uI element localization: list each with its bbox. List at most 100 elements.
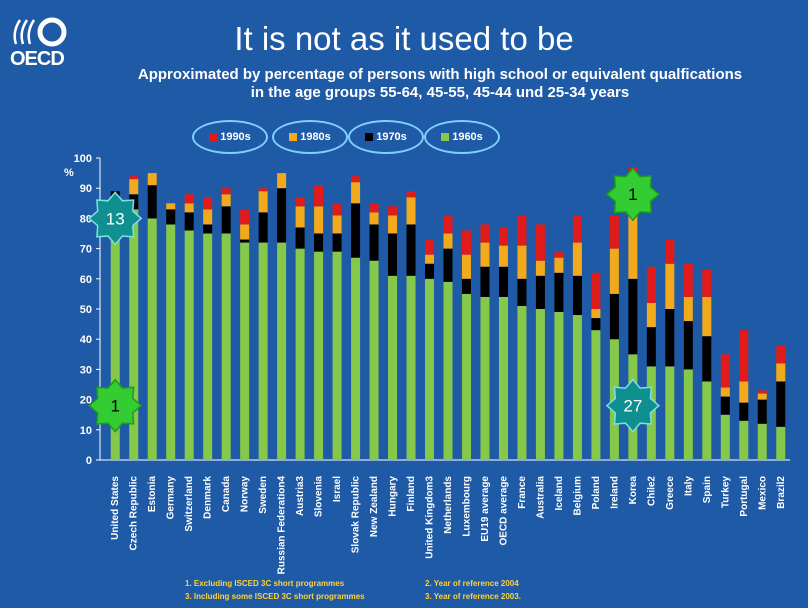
bar-1970s	[184, 212, 194, 231]
annotation-label: 27	[623, 397, 642, 416]
bar-1970s	[757, 399, 767, 424]
bar-1970s	[776, 381, 786, 427]
x-tick-label: Denmark	[203, 476, 214, 519]
bar-1980s	[739, 381, 749, 403]
x-tick-label: Ireland	[609, 476, 620, 509]
bar-1970s	[295, 227, 305, 249]
bar-1970s	[203, 224, 213, 234]
bar-1990s	[665, 239, 675, 264]
legend-label-1990s: 1990s	[220, 131, 251, 143]
x-tick-label: Netherlands	[443, 476, 454, 534]
legend-item-1970s: 1970s	[348, 120, 424, 154]
y-tick-label: 60	[80, 274, 92, 286]
bar-1990s	[406, 191, 416, 198]
bar-1990s	[554, 251, 564, 258]
bar-1980s	[535, 260, 545, 276]
bar-1960s	[314, 251, 324, 460]
bar-1960s	[221, 233, 231, 460]
bar-1990s	[646, 266, 656, 303]
bar-1960s	[277, 242, 287, 460]
x-tick-label: EU19 average	[480, 476, 491, 542]
bar-1970s	[406, 224, 416, 276]
bar-1980s	[332, 215, 342, 234]
bar-1990s	[351, 176, 361, 183]
legend-label-1970s: 1970s	[376, 131, 407, 143]
footnote-3: 3. Including some ISCED 3C short program…	[185, 592, 365, 601]
legend-label-1980s: 1980s	[300, 131, 331, 143]
bar-1960s	[498, 296, 508, 460]
annotation-label: 1	[111, 397, 120, 416]
x-tick-label: France	[517, 476, 528, 509]
bar-1960s	[425, 278, 435, 460]
bar-1960s	[129, 209, 139, 460]
bar-1980s	[203, 209, 213, 225]
x-tick-label: Austria3	[295, 476, 306, 516]
bar-1980s	[166, 203, 176, 210]
x-tick-label: New Zealand	[369, 476, 380, 537]
y-tick-label: 10	[80, 425, 92, 437]
bar-1960s	[535, 309, 545, 460]
bar-1990s	[609, 215, 619, 249]
bar-1970s	[351, 203, 361, 258]
bar-1960s	[203, 233, 213, 460]
bar-1960s	[683, 369, 693, 460]
bar-1960s	[665, 366, 675, 460]
bar-1990s	[480, 224, 490, 243]
subtitle-line-2: in the age groups 55-64, 45-55, 45-44 un…	[250, 84, 630, 101]
bar-1990s	[332, 203, 342, 216]
bar-1990s	[388, 206, 398, 216]
bar-1970s	[554, 272, 564, 313]
legend-label-1960s: 1960s	[452, 131, 483, 143]
x-tick-label: Slovenia	[314, 476, 325, 518]
bar-1960s	[776, 426, 786, 460]
x-tick-label: Norway	[240, 476, 251, 513]
bar-1970s	[628, 278, 638, 355]
bar-1970s	[277, 188, 287, 243]
x-tick-label: Mexico	[757, 476, 768, 510]
bar-1970s	[702, 336, 712, 382]
legend-swatch-1980s	[289, 133, 298, 141]
bar-1960s	[739, 420, 749, 460]
bar-1980s	[147, 173, 157, 186]
bar-1970s	[535, 275, 545, 309]
bar-1980s	[572, 242, 582, 276]
bar-1980s	[351, 182, 361, 204]
bar-1960s	[295, 248, 305, 460]
bar-1990s	[517, 215, 527, 246]
bar-1960s	[369, 260, 379, 460]
legend-swatch-1990s	[209, 133, 218, 141]
bar-1980s	[221, 194, 231, 207]
bar-1990s	[240, 209, 250, 225]
x-tick-label: Portugal	[739, 476, 750, 517]
bar-1960s	[720, 414, 730, 460]
bar-1980s	[720, 387, 730, 397]
annotation-label: 13	[106, 209, 125, 228]
bar-1980s	[757, 393, 767, 400]
bar-1990s	[221, 188, 231, 195]
bar-1960s	[240, 242, 250, 460]
bar-1970s	[425, 263, 435, 279]
page-subtitle: Approximated by percentage of persons wi…	[120, 66, 760, 102]
bar-1960s	[351, 257, 361, 460]
bar-1970s	[609, 293, 619, 340]
subtitle-line-1: Approximated by percentage of persons wi…	[137, 66, 743, 83]
bar-1980s	[277, 173, 287, 189]
x-tick-label: Belgium	[572, 476, 583, 516]
bar-1960s	[184, 230, 194, 460]
bar-1970s	[480, 266, 490, 297]
bar-1980s	[129, 179, 139, 195]
legend-swatch-1960s	[441, 133, 450, 141]
bar-1960s	[757, 423, 767, 460]
bar-1970s	[258, 212, 268, 243]
page-title: It is not as it used to be	[234, 20, 574, 57]
bar-1990s	[184, 194, 194, 204]
bar-1980s	[776, 363, 786, 382]
bar-1990s	[203, 197, 213, 210]
bar-1970s	[221, 206, 231, 234]
bar-1980s	[258, 191, 268, 213]
bar-1990s	[720, 354, 730, 388]
x-tick-label: Brazil2	[776, 476, 787, 509]
bar-1980s	[702, 296, 712, 337]
bar-1970s	[332, 233, 342, 252]
x-tick-label: Canada	[221, 476, 232, 513]
